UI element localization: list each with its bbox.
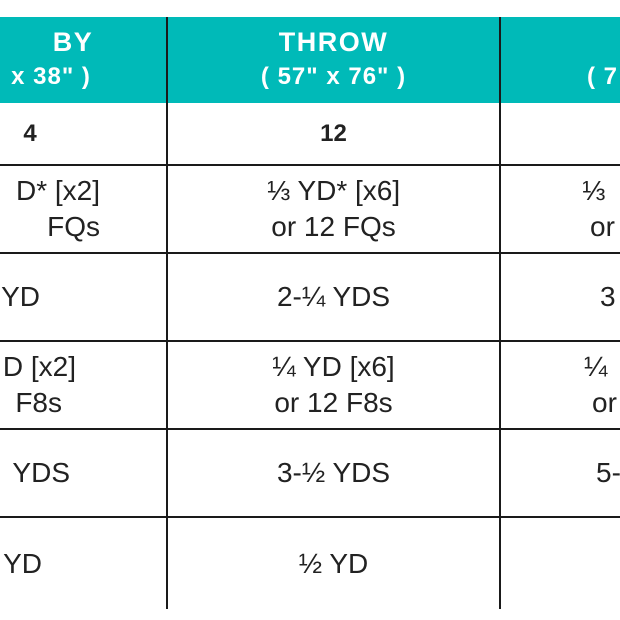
table-cell: ½ YD: [168, 518, 499, 609]
cell-line: FQs: [47, 211, 100, 242]
row-divider: [0, 516, 620, 518]
table-cell: 2-¼ YDS: [168, 254, 499, 340]
cell-line: ¼ YD [x6]: [272, 351, 395, 382]
cell-line: 3-½ YDS: [276, 457, 391, 488]
table-cell: ⅓ or: [572, 166, 620, 252]
header-throw-title: THROW: [278, 27, 389, 57]
header-throw: THROW ( 57" x 76" ): [168, 17, 499, 103]
table-cell: YD: [0, 254, 40, 340]
row-divider: [0, 340, 620, 342]
table-cell: 5-: [596, 430, 620, 516]
table-cell: 12: [168, 103, 499, 164]
cell-line: ½ YD: [298, 547, 369, 579]
table-cell: D [x2] F8s: [0, 342, 76, 428]
cell-line: ¼: [584, 351, 608, 382]
column-divider: [166, 17, 168, 609]
cell-line: or 12 FQs: [271, 211, 396, 242]
cell-line: ⅓ YD* [x6]: [266, 175, 401, 206]
header-baby-size: x 38" ): [11, 63, 91, 90]
column-divider: [499, 17, 501, 609]
table-cell: 3: [600, 254, 620, 340]
cell-line: ⅓: [582, 175, 606, 206]
header-baby-title: BY: [52, 27, 94, 57]
table-cell: YD: [0, 518, 42, 609]
table-cell: 3-½ YDS: [168, 430, 499, 516]
cell-line: or: [592, 387, 617, 418]
cell-line: or: [590, 211, 615, 242]
cell-line: D* [x2]: [15, 175, 100, 206]
cell-line: F8s: [15, 387, 62, 418]
table-cell: ¼ or: [584, 342, 620, 428]
cell-line: YDS: [12, 457, 70, 488]
cell-line: 3: [600, 281, 616, 312]
header-throw-size: ( 57" x 76" ): [260, 63, 407, 90]
row-divider: [0, 252, 620, 254]
header-third: ( 7: [501, 17, 620, 103]
header-baby: BY x 38" ): [0, 17, 166, 103]
table-cell: 4: [0, 103, 60, 164]
cell-line: or 12 F8s: [274, 387, 393, 418]
row-divider: [0, 428, 620, 430]
header-third-size: ( 7: [587, 63, 619, 90]
cell-line: 12: [320, 119, 347, 147]
cell-line: 2-¼ YDS: [276, 281, 391, 312]
cell-line: YD: [3, 547, 42, 579]
table-cell: ⅓ YD* [x6] or 12 FQs: [168, 166, 499, 252]
table-cell: ¼ YD [x6] or 12 F8s: [168, 342, 499, 428]
cell-line: YD: [1, 281, 40, 312]
table-cell: YDS: [0, 430, 70, 516]
row-divider: [0, 164, 620, 166]
cell-line: D [x2]: [2, 351, 76, 382]
cell-line: 5-: [596, 457, 620, 488]
cell-line: 4: [23, 119, 37, 147]
table-cell: D* [x2] FQs: [0, 166, 100, 252]
